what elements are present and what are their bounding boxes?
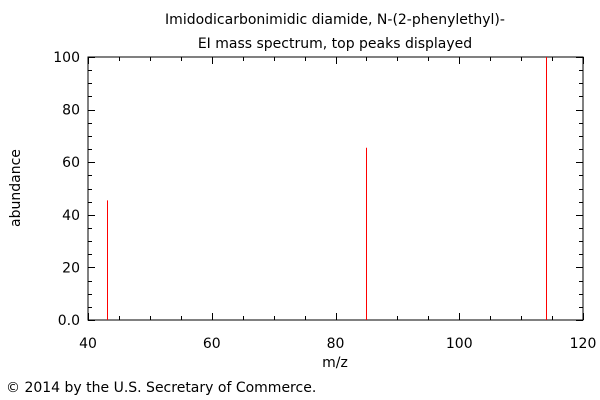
x-tick-label: 60: [203, 336, 221, 352]
plot-frame: [87, 56, 584, 321]
x-tick-label: 100: [446, 336, 473, 352]
x-axis-label: m/z: [322, 355, 348, 371]
chart-title-line2: EI mass spectrum, top peaks displayed: [198, 36, 472, 52]
plot-area: 40 60 80 100 120 0.0 20 40 60 80 100: [53, 50, 596, 352]
y-tick-label: 60: [62, 155, 80, 171]
y-tick-label: 20: [62, 260, 80, 276]
y-axis-label: abundance: [8, 149, 24, 227]
y-tick-label: 40: [62, 208, 80, 224]
y-tick-label: 100: [53, 50, 80, 66]
y-tick-label: 80: [62, 103, 80, 119]
x-tick-label: 40: [79, 336, 97, 352]
copyright-notice: © 2014 by the U.S. Secretary of Commerce…: [6, 380, 317, 396]
x-tick-label: 120: [570, 336, 597, 352]
chart-title-line1: Imidodicarbonimidic diamide, N-(2-phenyl…: [165, 12, 505, 28]
y-tick-label: 0.0: [58, 313, 80, 329]
x-tick-label: 80: [327, 336, 345, 352]
